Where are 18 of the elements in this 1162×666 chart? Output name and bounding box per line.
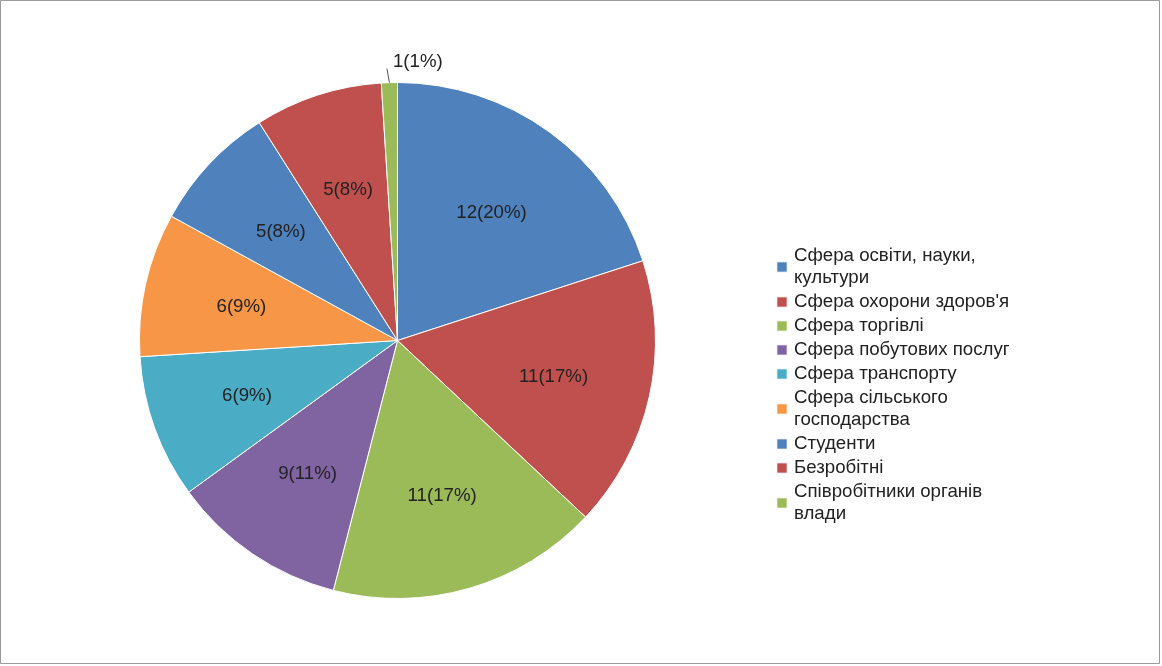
legend-label: Сфера сільського господарства xyxy=(794,386,948,430)
data-label: 11(17%) xyxy=(407,483,477,505)
legend-label: Сфера освіти, науки, культури xyxy=(794,244,976,288)
legend-label: Студенти xyxy=(794,432,876,454)
legend-label: Співробітники органів влади xyxy=(794,480,983,524)
data-label: 5(8%) xyxy=(323,177,373,199)
data-label: 5(8%) xyxy=(256,220,306,242)
data-label: 1(1%) xyxy=(392,50,443,72)
data-label: 6(9%) xyxy=(222,384,272,406)
data-label: 12(20%) xyxy=(456,200,527,222)
data-label: 9(11%) xyxy=(278,462,337,484)
data-label: 11(17%) xyxy=(519,364,589,386)
data-label: 6(9%) xyxy=(216,295,267,317)
legend-label: Сфера транспорту xyxy=(794,362,957,384)
legend-label: Сфера побутових послуг xyxy=(794,338,1010,360)
legend-label: Сфера торгівлі xyxy=(794,314,924,336)
legend-label: Безробітні xyxy=(794,456,884,478)
legend-label: Сфера охорони здоров'я xyxy=(794,290,1010,312)
